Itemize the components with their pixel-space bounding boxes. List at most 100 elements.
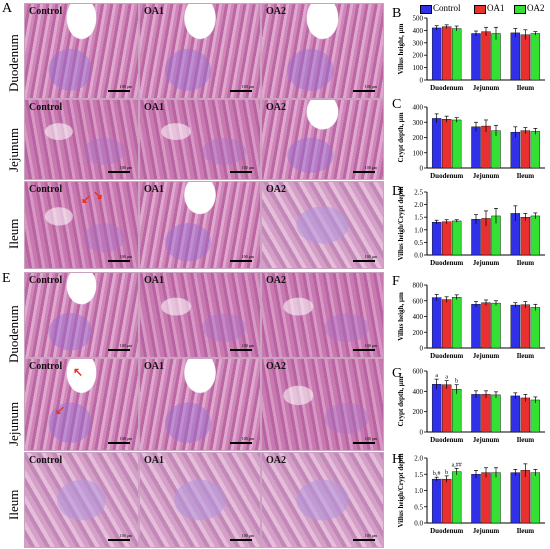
y-tick-label: 1.5 bbox=[414, 214, 423, 222]
tile-label: OA1 bbox=[144, 361, 164, 372]
significance-label: b bbox=[445, 470, 448, 476]
bar bbox=[491, 472, 501, 524]
micrograph-e-duodenum-oa1: OA1 100 μm bbox=[139, 272, 261, 358]
bar bbox=[481, 125, 491, 169]
x-tick-label: Duodenum bbox=[430, 527, 463, 535]
scale-bar bbox=[108, 90, 130, 92]
tile-label: OA1 bbox=[144, 275, 164, 286]
scale-bar bbox=[353, 442, 375, 444]
bar bbox=[431, 478, 442, 524]
tile-label: OA1 bbox=[144, 102, 164, 113]
legend-label-control: Control bbox=[433, 3, 461, 13]
micrograph-e-ileum-control: Control 100 μm bbox=[24, 452, 139, 548]
micrograph-e-jejunum-oa1: OA1 100 μm bbox=[139, 358, 261, 451]
scale-bar bbox=[230, 539, 252, 541]
y-tick-label: 200 bbox=[413, 134, 424, 142]
micrograph-a-ileum-control: Control ↙ ↘ 100 μm bbox=[24, 181, 139, 269]
micrograph-e-jejunum-control: Control ↖ ↙ 100 μm bbox=[24, 358, 139, 451]
y-tick-label: 200 bbox=[413, 408, 424, 416]
bar bbox=[530, 472, 541, 524]
bar bbox=[481, 472, 491, 524]
y-tick-label: 100 bbox=[413, 64, 424, 72]
tile-label: Control bbox=[29, 102, 63, 113]
scale-bar bbox=[353, 90, 375, 92]
bar bbox=[451, 28, 462, 81]
y-tick-label: 1.0 bbox=[414, 487, 423, 495]
scale-bar bbox=[230, 90, 252, 92]
scale-label: 100 μm bbox=[119, 254, 132, 259]
arrow-marker: ↖ bbox=[73, 365, 84, 379]
scale-label: 100 μm bbox=[241, 165, 254, 170]
y-axis-label: Crypt depth, μm bbox=[397, 376, 405, 426]
y-tick-label: 2.0 bbox=[414, 201, 423, 209]
x-tick-label: Ileum bbox=[517, 259, 535, 267]
micrograph-e-ileum-oa2: OA2 100 μm bbox=[261, 452, 384, 548]
y-tick-label: 1.0 bbox=[414, 226, 423, 234]
y-tick-label: 0.5 bbox=[414, 239, 423, 247]
micrograph-a-ileum-oa2: OA2 100 μm bbox=[261, 181, 384, 269]
y-tick-label: 400 bbox=[413, 313, 424, 321]
bar bbox=[471, 474, 481, 524]
bar bbox=[520, 130, 531, 169]
bar bbox=[451, 471, 462, 524]
y-tick-label: 300 bbox=[413, 39, 424, 47]
y-tick-label: 0.5 bbox=[414, 503, 423, 511]
significance-label: a bbox=[445, 375, 448, 381]
bar bbox=[451, 119, 462, 169]
x-tick-label: Jejunum bbox=[473, 259, 500, 267]
x-tick-label: Ileum bbox=[517, 352, 535, 360]
y-axis-label: Crypt depth, μm bbox=[397, 112, 405, 162]
x-tick-label: Duodenum bbox=[430, 172, 463, 180]
panel-letter-e: E bbox=[2, 271, 11, 286]
scale-bar bbox=[108, 349, 130, 351]
tile-label: OA1 bbox=[144, 455, 164, 466]
panel-letter-f: F bbox=[392, 274, 400, 289]
tile-label: OA1 bbox=[144, 184, 164, 195]
y-tick-label: 1.5 bbox=[414, 471, 423, 479]
y-tick-label: 0 bbox=[420, 429, 424, 437]
tile-label: OA2 bbox=[266, 275, 286, 286]
bar bbox=[441, 384, 452, 433]
significance-label: b bbox=[455, 379, 458, 385]
panel-letter-d: D bbox=[392, 184, 403, 199]
y-tick-label: 400 bbox=[413, 388, 424, 396]
scale-bar bbox=[230, 442, 252, 444]
x-tick-label: Duodenum bbox=[430, 259, 463, 267]
scale-bar bbox=[108, 442, 130, 444]
bar bbox=[530, 131, 541, 169]
y-tick-label: 2.0 bbox=[414, 455, 423, 463]
arrow-marker: ↙ bbox=[55, 403, 66, 417]
micrograph-a-jejunum-oa1: OA1 100 μm bbox=[139, 99, 261, 180]
x-tick-label: Ileum bbox=[517, 84, 535, 92]
y-tick-label: 0 bbox=[420, 165, 424, 173]
x-tick-label: Duodenum bbox=[430, 352, 463, 360]
y-tick-label: 2.5 bbox=[414, 189, 423, 197]
y-tick-label: 0 bbox=[420, 345, 424, 353]
y-tick-label: 0.0 bbox=[414, 520, 423, 528]
tile-label: Control bbox=[29, 455, 63, 466]
arrow-marker: ↙ bbox=[81, 192, 92, 206]
x-tick-label: Jejunum bbox=[473, 527, 500, 535]
legend-swatch-control bbox=[420, 5, 432, 14]
legend-swatch-oa2 bbox=[514, 5, 526, 14]
scale-bar bbox=[353, 260, 375, 262]
scale-label: 100 μm bbox=[119, 436, 132, 441]
bar bbox=[431, 222, 442, 256]
y-tick-label: 200 bbox=[413, 52, 424, 60]
y-axis-label: Villus heigh, μm bbox=[397, 292, 405, 341]
bar bbox=[481, 302, 491, 349]
y-tick-label: 400 bbox=[413, 27, 424, 35]
micrograph-e-duodenum-control: Control 100 μm bbox=[24, 272, 139, 358]
bar bbox=[441, 299, 452, 349]
micrograph-e-duodenum-oa2: OA2 100 μm bbox=[261, 272, 384, 358]
bar bbox=[530, 307, 541, 349]
scale-bar bbox=[353, 539, 375, 541]
bar bbox=[530, 399, 541, 433]
x-tick-label: Jejunum bbox=[473, 84, 500, 92]
bar bbox=[471, 33, 481, 81]
x-tick-label: Jejunum bbox=[473, 172, 500, 180]
scale-label: 100 μm bbox=[241, 436, 254, 441]
micrograph-a-ileum-oa1: OA1 100 μm bbox=[139, 181, 261, 269]
scale-label: 100 μm bbox=[364, 254, 377, 259]
